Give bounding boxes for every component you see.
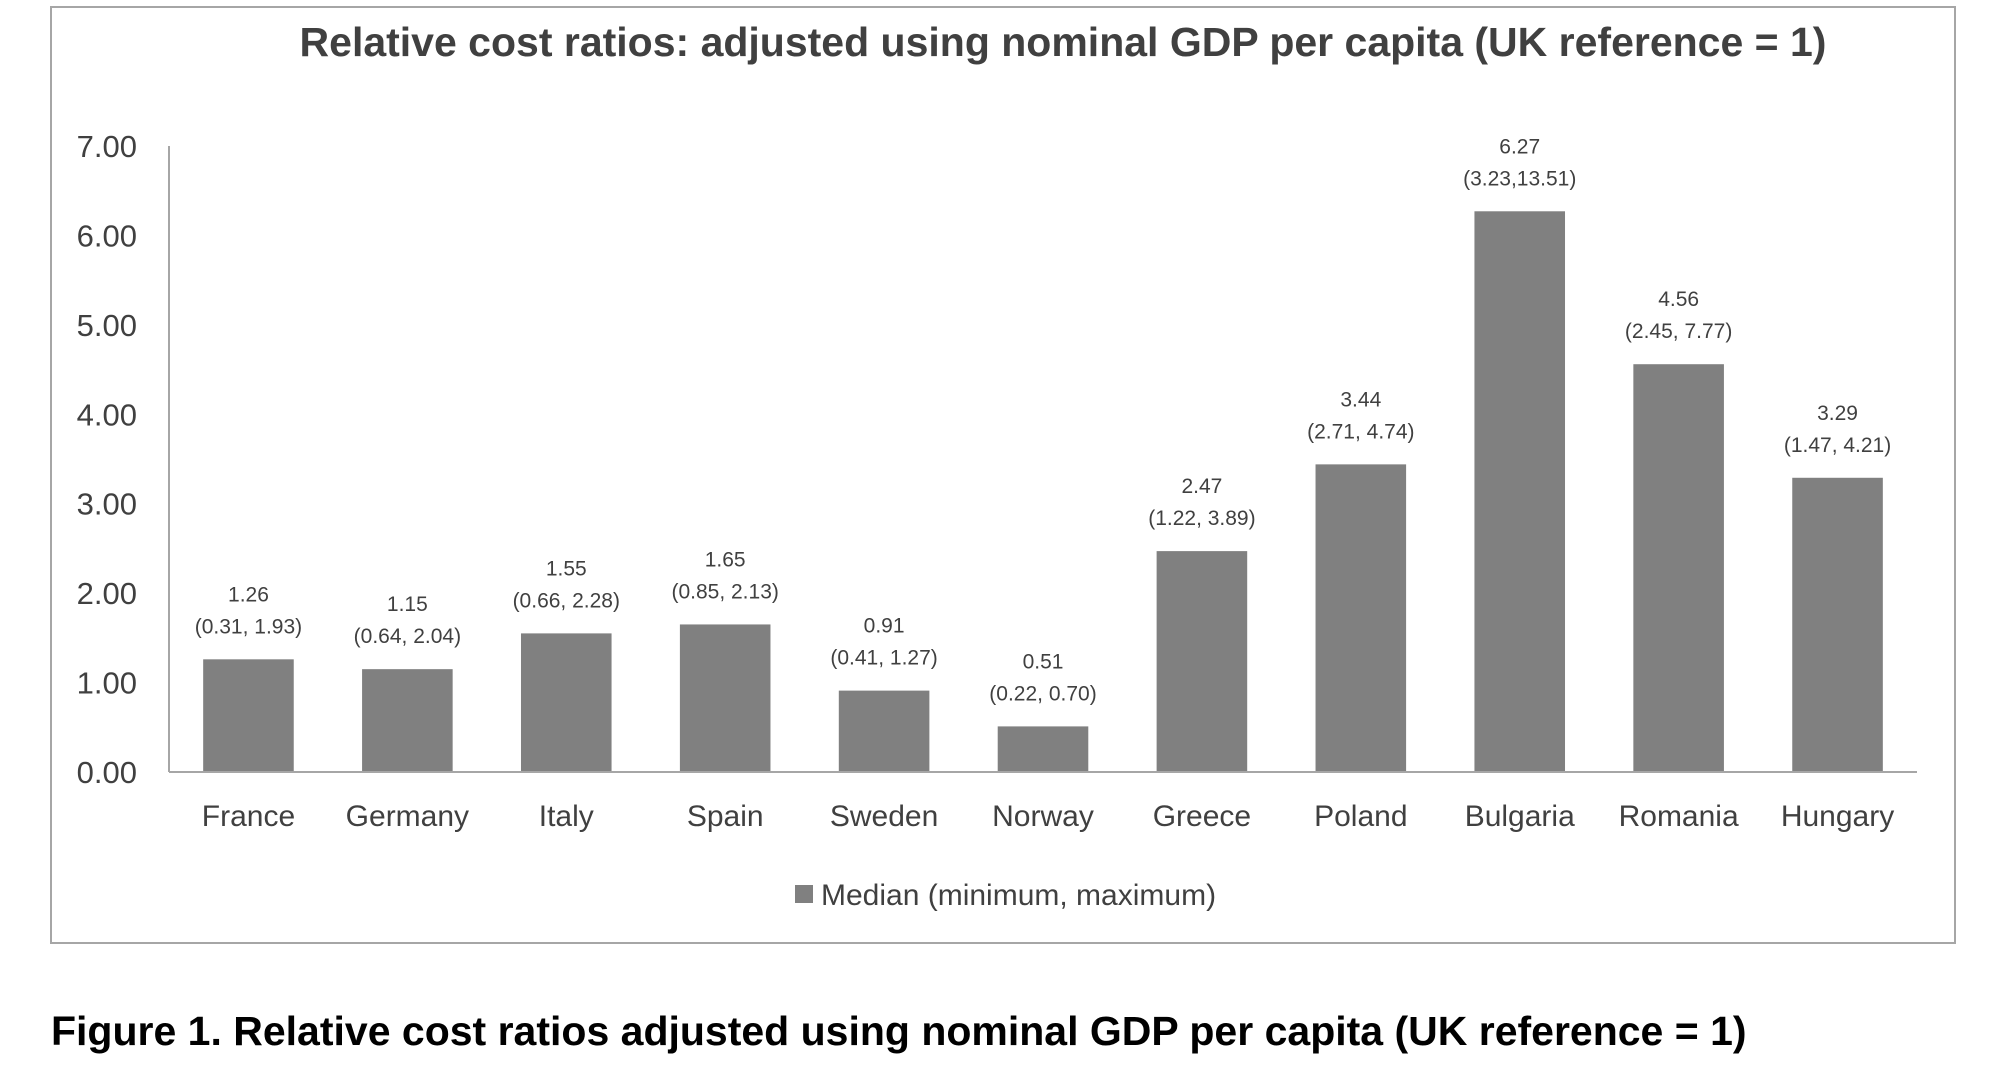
legend-swatch [795,885,813,903]
data-label-median: 0.91 [864,615,905,638]
figure-caption: Figure 1. Relative cost ratios adjusted … [51,1008,1747,1054]
bar-hungary [1792,477,1883,772]
data-label-median: 1.26 [228,583,269,606]
bar-bulgaria [1474,211,1566,773]
x-tick-label: Germany [346,800,469,833]
data-label-range: (3.23,13.51) [1463,167,1576,190]
data-label-median: 3.44 [1340,388,1381,411]
bar-france [203,659,294,772]
data-labels: 1.26 (0.31, 1.93) 1.15 (0.64, 2.04) 1.55 (0.6… [195,135,1891,705]
bar-italy [520,633,612,772]
data-label-range: (0.64, 2.04) [354,625,461,648]
data-label-range: (0.22, 0.70) [989,682,1096,705]
y-axis: 0.00 1.00 2.00 3.00 4.00 5.00 6.00 7.00 [77,129,170,790]
data-label-range: (0.85, 2.13) [671,580,778,603]
y-tick-label: 5.00 [77,308,137,343]
legend: Median (minimum, maximum) [795,879,1216,912]
data-label-median: 6.27 [1499,135,1540,158]
x-tick-label: Romania [1619,800,1739,833]
data-label-range: (0.41, 1.27) [830,647,937,670]
data-label-range: (1.22, 3.89) [1148,507,1255,530]
y-tick-label: 0.00 [77,755,137,790]
data-label-range: (0.31, 1.93) [195,615,302,638]
x-tick-label: Greece [1153,800,1251,833]
bar-romania [1633,364,1724,772]
data-label-median: 3.29 [1817,402,1858,425]
data-label-range: (2.45, 7.77) [1625,320,1732,343]
x-tick-label: Poland [1314,800,1407,833]
y-tick-label: 6.00 [77,218,137,253]
data-label-range: (0.66, 2.28) [513,589,620,612]
data-label-range: (1.47, 4.21) [1784,434,1891,457]
x-tick-label: Hungary [1781,800,1894,833]
bar-chart: Relative cost ratios: adjusted using nom… [77,19,1917,912]
data-label-range: (2.71, 4.74) [1307,420,1414,443]
data-label-median: 1.55 [546,557,587,580]
y-tick-label: 2.00 [77,576,137,611]
x-tick-label: Italy [539,800,594,833]
data-label-median: 1.15 [387,593,428,616]
y-tick-label: 1.00 [77,666,137,701]
bar-poland [1315,464,1407,772]
y-tick-label: 7.00 [77,129,137,164]
chart-title: Relative cost ratios: adjusted using nom… [300,19,1827,65]
x-axis: France Germany Italy Spain Sweden Norway Greec… [169,771,1917,833]
x-tick-label: Spain [687,800,764,833]
data-label-median: 2.47 [1181,475,1222,498]
x-tick-label: Bulgaria [1465,800,1575,833]
x-tick-label: Sweden [830,800,938,833]
data-label-median: 1.65 [705,548,746,571]
bars [203,211,1883,773]
x-tick-label: France [202,800,295,833]
x-tick-label: Norway [992,800,1094,833]
bar-norway [997,726,1089,772]
bar-greece [1156,551,1248,772]
legend-label: Median (minimum, maximum) [821,879,1216,912]
bar-germany [362,669,453,772]
data-label-median: 4.56 [1658,288,1699,311]
bar-spain [679,624,771,772]
data-label-median: 0.51 [1023,650,1064,673]
bar-sweden [838,690,930,772]
y-tick-label: 4.00 [77,397,137,432]
y-tick-label: 3.00 [77,487,137,522]
